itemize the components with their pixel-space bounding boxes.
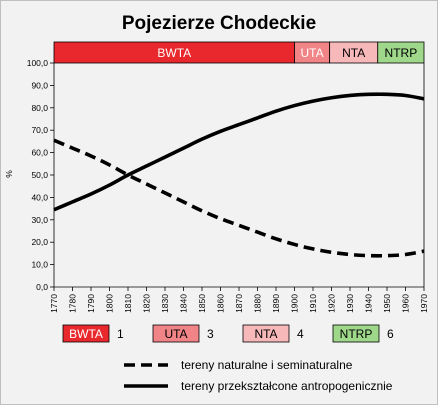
phase-bands: BWTA UTA NTA NTRP xyxy=(53,41,425,64)
x-tick-label: 1810 xyxy=(123,294,133,313)
legend-line-label: tereny naturalne i seminaturalne xyxy=(181,358,353,372)
x-tick-label: 1920 xyxy=(327,294,337,313)
x-tick-label: 1860 xyxy=(216,294,226,313)
phase-band-label: NTRP xyxy=(385,46,418,60)
y-tick-label: 50,0 xyxy=(31,170,48,180)
axes: 0,0 10,0 20,0 30,0 40,0 50,0 60,0 70,0 80,0 90,0 1… xyxy=(27,58,429,313)
legend-phase-box xyxy=(152,324,200,343)
legend-phase-label: UTA xyxy=(164,327,187,341)
x-tick-label: 1940 xyxy=(364,294,374,313)
legend: BWTA 1 UTA 3 NTA 4 NTRP 6 tereny naturalne i sem… xyxy=(62,324,394,393)
legend-phase-label: NTRP xyxy=(340,327,373,341)
y-tick-label: 70,0 xyxy=(31,125,48,135)
legend-phase-box xyxy=(62,324,110,343)
x-tick-label: 1930 xyxy=(345,294,355,313)
series-lines xyxy=(53,92,425,258)
y-tick-label: 40,0 xyxy=(31,192,48,202)
x-tick-label: 1890 xyxy=(271,294,281,313)
legend-phase-label: BWTA xyxy=(69,327,103,341)
series-natural-line xyxy=(53,138,425,258)
x-tick-label: 1820 xyxy=(142,294,152,313)
legend-line-label: tereny przekształcone antropogenicznie xyxy=(181,379,393,393)
y-tick-label: 100,0 xyxy=(27,58,49,68)
y-tick-label: 60,0 xyxy=(31,148,48,158)
x-tick-label: 1970 xyxy=(419,294,429,313)
x-tick-label: 1870 xyxy=(234,294,244,313)
x-tick-label: 1780 xyxy=(68,294,78,313)
y-axis-label: % xyxy=(4,170,14,178)
chart-title: Pojezierze Chodeckie xyxy=(122,13,316,34)
x-tick-label: 1790 xyxy=(86,294,96,313)
x-tick-label: 1900 xyxy=(290,294,300,313)
legend-phase-number: 4 xyxy=(297,327,304,341)
y-tick-label: 10,0 xyxy=(31,260,48,270)
x-tick-label: 1880 xyxy=(253,294,263,313)
legend-phase-number: 6 xyxy=(387,327,394,341)
legend-phase-box xyxy=(242,324,290,343)
y-tick-label: 0,0 xyxy=(36,282,48,292)
y-tick-label: 80,0 xyxy=(31,103,48,113)
y-tick-label: 20,0 xyxy=(31,237,48,247)
x-tick-label: 1850 xyxy=(197,294,207,313)
x-tick-label: 1960 xyxy=(401,294,411,313)
x-tick-label: 1770 xyxy=(49,294,59,313)
phase-band-label: BWTA xyxy=(157,46,191,60)
y-tick-label: 90,0 xyxy=(31,80,48,90)
x-tick-label: 1950 xyxy=(382,294,392,313)
x-tick-label: 1830 xyxy=(160,294,170,313)
x-tick-label: 1910 xyxy=(308,294,318,313)
x-tick-label: 1800 xyxy=(105,294,115,313)
legend-phase-label: NTA xyxy=(254,327,277,341)
legend-phase-number: 1 xyxy=(117,327,124,341)
y-tick-label: 30,0 xyxy=(31,215,48,225)
x-tick-label: 1840 xyxy=(179,294,189,313)
phase-band-ntrp xyxy=(377,41,425,64)
phase-band-label: NTA xyxy=(342,46,365,60)
legend-phase-number: 3 xyxy=(207,327,214,341)
phase-band-label: UTA xyxy=(301,46,324,60)
series-anthropogenic-line xyxy=(53,92,425,212)
legend-phase-box xyxy=(332,324,380,343)
